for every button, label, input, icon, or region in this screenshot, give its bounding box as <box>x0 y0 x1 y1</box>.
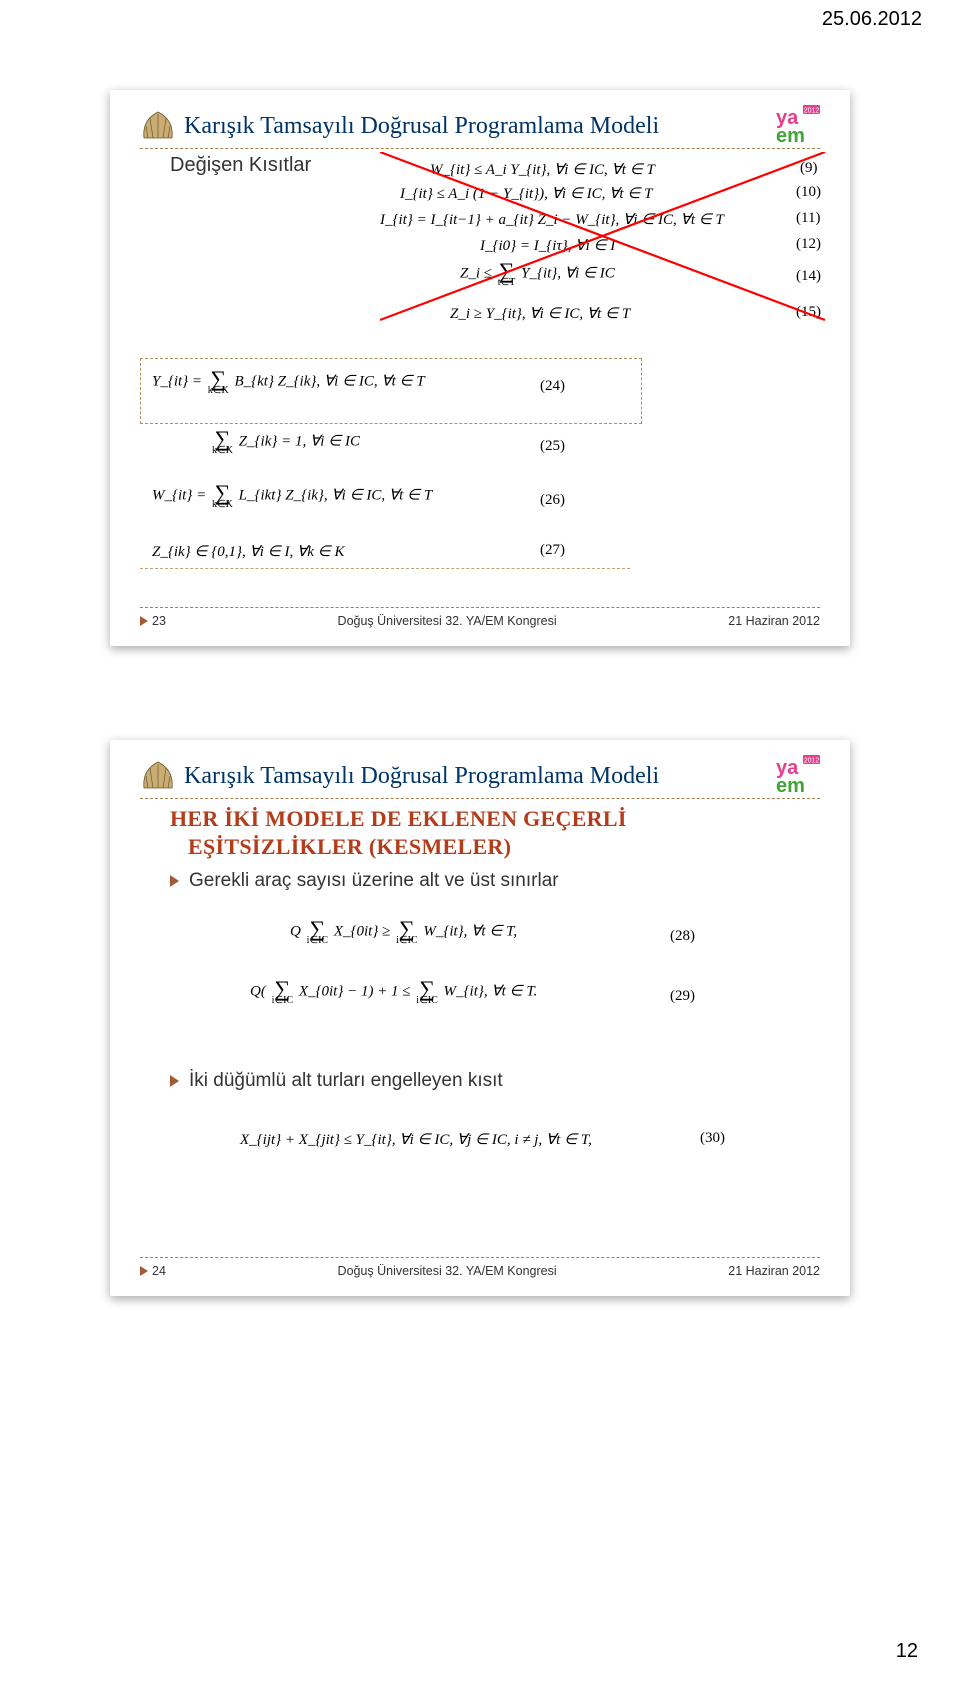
footer-center: Doğuş Üniversitesi 32. YA/EM Kongresi <box>338 1264 557 1278</box>
footer-bullet-icon <box>140 616 148 626</box>
slide-footer: 23 Doğuş Üniversitesi 32. YA/EM Kongresi… <box>140 607 820 628</box>
footer-bullet-icon <box>140 1266 148 1276</box>
eq-28: Q ∑i∈IC X_{0it} ≥ ∑i∈IC W_{it}, ∀t ∈ T, <box>290 920 517 945</box>
bullet-icon <box>170 1075 179 1087</box>
bullet-1: Gerekli araç sayısı üzerine alt ve üst s… <box>170 870 559 892</box>
slide-1: Karışık Tamsayılı Doğrusal Programlama M… <box>110 90 850 646</box>
eqnum-30: (30) <box>700 1130 725 1147</box>
eqnum-24: (24) <box>540 378 565 395</box>
eqnum-27: (27) <box>540 542 565 559</box>
eq-15: Z_i ≥ Y_{it}, ∀i ∈ IC, ∀t ∈ T <box>450 304 630 323</box>
section-heading: HER İKİ MODELE DE EKLENEN GEÇERLİ EŞİTSİ… <box>170 806 627 860</box>
subtitle: Değişen Kısıtlar <box>170 154 311 177</box>
eq-25: ∑k∈K Z_{ik} = 1, ∀i ∈ IC <box>210 430 360 455</box>
logo-bottom: em <box>776 775 805 796</box>
eqnum-14: (14) <box>796 268 821 285</box>
eqnum-28: (28) <box>670 928 695 945</box>
eq-24: Y_{it} = ∑k∈K B_{kt} Z_{ik}, ∀i ∈ IC, ∀t… <box>152 370 425 395</box>
shell-icon <box>140 758 176 795</box>
eq-29: Q( ∑i∈IC X_{0it} − 1) + 1 ≤ ∑i∈IC W_{it}… <box>250 980 537 1005</box>
slide-footer: 24 Doğuş Üniversitesi 32. YA/EM Kongresi… <box>140 1257 820 1278</box>
slide-title: Karışık Tamsayılı Doğrusal Programlama M… <box>184 764 659 789</box>
slide-2: Karışık Tamsayılı Doğrusal Programlama M… <box>110 740 850 1296</box>
eqnum-29: (29) <box>670 988 695 1005</box>
eqnum-15: (15) <box>796 304 821 321</box>
eqnum-25: (25) <box>540 438 565 455</box>
eq-27: Z_{ik} ∈ {0,1}, ∀i ∈ I, ∀k ∈ K <box>152 542 344 561</box>
eq-26: W_{it} = ∑k∈K L_{ikt} Z_{ik}, ∀i ∈ IC, ∀… <box>152 484 432 509</box>
title-row: Karışık Tamsayılı Doğrusal Programlama M… <box>140 758 820 795</box>
title-divider <box>140 148 820 149</box>
logo-year: 2012 <box>804 758 820 765</box>
slide-title: Karışık Tamsayılı Doğrusal Programlama M… <box>184 114 659 139</box>
eq-12: I_{i0} = I_{iτ}, ∀i ∈ I <box>480 236 615 255</box>
eq-14: Z_i ≤ ∑t∈T Y_{it}, ∀i ∈ IC <box>460 262 615 287</box>
footer-center: Doğuş Üniversitesi 32. YA/EM Kongresi <box>338 614 557 628</box>
eqnum-26: (26) <box>540 492 565 509</box>
bullet-text: İki düğümlü alt turları engelleyen kısıt <box>189 1070 503 1092</box>
eq-30: X_{ijt} + X_{jit} ≤ Y_{it}, ∀i ∈ IC, ∀j … <box>240 1130 592 1149</box>
bullet-2: İki düğümlü alt turları engelleyen kısıt <box>170 1070 503 1092</box>
title-divider <box>140 798 820 799</box>
footer-slide-number: 23 <box>152 614 166 628</box>
bullet-icon <box>170 875 179 887</box>
shell-icon <box>140 108 176 145</box>
eqnum-12: (12) <box>796 236 821 253</box>
eq-11: I_{it} = I_{it−1} + a_{it} Z_i − W_{it},… <box>380 210 724 229</box>
logo-bottom: em <box>776 125 805 146</box>
yaem-logo-icon: 2012 ya em <box>772 104 822 151</box>
eqnum-9: (9) <box>800 160 818 177</box>
bullet-text: Gerekli araç sayısı üzerine alt ve üst s… <box>189 870 559 892</box>
yaem-logo-icon: 2012 ya em <box>772 754 822 801</box>
eqnum-10: (10) <box>796 184 821 201</box>
logo-year: 2012 <box>804 108 820 115</box>
eq-9: W_{it} ≤ A_i Y_{it}, ∀i ∈ IC, ∀t ∈ T <box>430 160 655 179</box>
title-row: Karışık Tamsayılı Doğrusal Programlama M… <box>140 108 820 145</box>
page-date: 25.06.2012 <box>822 8 922 31</box>
eqnum-11: (11) <box>796 210 820 227</box>
lower-divider <box>140 568 630 569</box>
footer-right: 21 Haziran 2012 <box>728 1264 820 1278</box>
eq-10: I_{it} ≤ A_i (1 − Y_{it}), ∀i ∈ IC, ∀t ∈… <box>400 184 653 203</box>
footer-right: 21 Haziran 2012 <box>728 614 820 628</box>
footer-slide-number: 24 <box>152 1264 166 1278</box>
